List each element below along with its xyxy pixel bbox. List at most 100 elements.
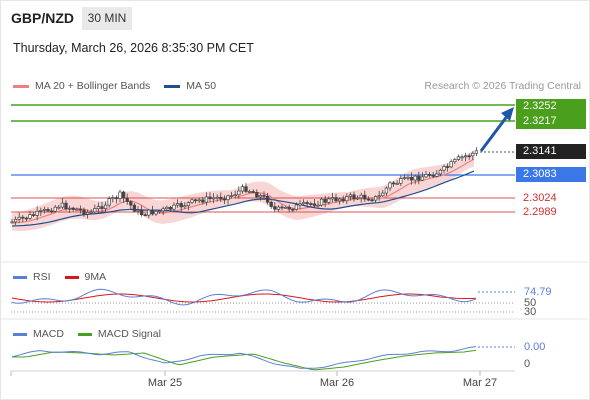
candle-body <box>111 197 115 199</box>
macd-signal-legend-label: MACD Signal <box>97 328 161 340</box>
rsi9-swatch <box>64 275 79 279</box>
candle-body <box>42 209 47 211</box>
projection-arrow-shaft <box>479 114 510 152</box>
candle-body <box>294 204 299 210</box>
candle-body <box>370 199 374 202</box>
macd-legend-label: MACD <box>33 328 64 340</box>
candle-body <box>298 203 302 206</box>
candle-body <box>107 198 111 206</box>
candle-body <box>39 210 43 212</box>
candle-body <box>276 206 281 210</box>
support1-label: 2.3024 <box>523 192 557 204</box>
macd-line <box>11 346 477 369</box>
candle-body <box>384 187 389 194</box>
candle-body <box>467 155 471 158</box>
candle-body <box>427 174 432 176</box>
candle-body <box>327 198 331 203</box>
candle-body <box>359 194 363 199</box>
candle-body <box>424 174 428 178</box>
candle-body <box>197 199 201 202</box>
candle-body <box>229 195 234 197</box>
candle-body <box>431 175 435 177</box>
candle-body <box>258 195 263 198</box>
candle-body <box>251 191 255 193</box>
candle-body <box>377 195 381 198</box>
candle-body <box>341 198 345 202</box>
candle-body <box>244 186 248 192</box>
candle-body <box>114 197 119 199</box>
legend-ma50: MA 50 <box>186 80 217 92</box>
pair-title: GBP/NZD <box>11 10 74 26</box>
x-label-mar27: Mar 27 <box>462 377 498 389</box>
ma20-line <box>11 158 475 224</box>
candle-body <box>150 209 155 215</box>
candle-body <box>100 206 104 209</box>
candle-body <box>265 195 270 203</box>
credit-text: Research © 2026 Trading Central <box>424 80 581 92</box>
candle-body <box>31 214 36 216</box>
candle-body <box>125 197 129 202</box>
candle-body <box>323 198 327 203</box>
candle-body <box>17 216 21 220</box>
candle-body <box>168 206 173 210</box>
candle-body <box>409 176 414 181</box>
candle-body <box>35 210 39 216</box>
candle-body <box>402 177 407 180</box>
candle-body <box>316 204 320 207</box>
candle-body <box>219 196 223 200</box>
candle-body <box>355 197 360 200</box>
candle-body <box>143 214 147 217</box>
candle-body <box>172 204 176 210</box>
macd-swatch <box>13 332 27 336</box>
rsi-level-30-label: 30 <box>524 306 537 318</box>
target1-label: 2.3252 <box>516 99 586 114</box>
candle-body <box>471 152 475 157</box>
candle-body <box>305 202 309 205</box>
candle-body <box>85 211 90 215</box>
candle-body <box>222 198 227 201</box>
macd-value: 0.00 <box>524 341 546 353</box>
x-label-mar25: Mar 25 <box>147 377 183 389</box>
candle-body <box>366 198 371 201</box>
candle-body <box>21 216 25 219</box>
candle-body <box>118 191 122 199</box>
candle-body <box>190 199 194 203</box>
candle-body <box>381 192 385 197</box>
candle-body <box>165 206 169 210</box>
macd-signal-swatch <box>77 332 92 336</box>
candle-body <box>64 202 68 210</box>
candle-body <box>269 201 273 207</box>
candle-body <box>420 176 425 181</box>
candle-body <box>10 221 14 224</box>
candle-body <box>89 211 93 214</box>
ma50-swatch <box>164 84 181 88</box>
support2-label: 2.2989 <box>523 206 557 218</box>
candle-body <box>129 201 133 206</box>
candle-body <box>352 194 356 199</box>
candle-body <box>211 197 216 200</box>
main-legend: MA 20 + Bollinger Bands MA 50 <box>13 80 216 92</box>
candle-body <box>262 195 266 197</box>
candle-body <box>154 211 158 215</box>
chart-datetime: Thursday, March 26, 2026 8:35:30 PM CET <box>13 41 254 55</box>
rsi-value: 74.79 <box>524 286 552 298</box>
candle-body <box>78 208 83 211</box>
candle-body <box>179 203 183 208</box>
timeframe-button[interactable]: 30 MIN <box>82 7 132 30</box>
ma20-swatch <box>13 84 29 88</box>
candle-body <box>391 182 396 185</box>
candle-body <box>273 206 277 210</box>
candle-body <box>233 194 237 197</box>
candle-body <box>132 204 137 212</box>
candle-body <box>139 209 144 216</box>
candle-body <box>136 209 140 212</box>
candle-body <box>215 196 219 199</box>
candle-body <box>204 196 209 203</box>
candle-body <box>348 194 353 197</box>
candle-body <box>283 206 288 209</box>
candle-body <box>363 194 367 200</box>
candle-body <box>24 217 29 220</box>
candle-body <box>157 210 162 213</box>
rsi9-legend-label: 9MA <box>84 271 107 283</box>
